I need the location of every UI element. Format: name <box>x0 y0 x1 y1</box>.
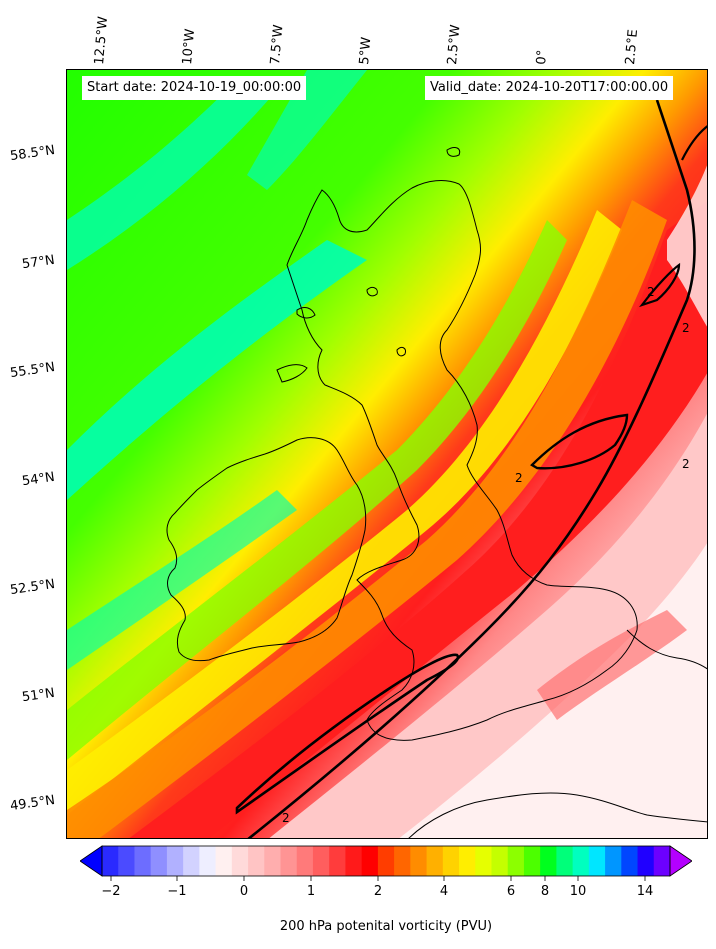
colorbar-label: 200 hPa potenital vorticity (PVU) <box>279 919 493 934</box>
longitude-label: 10°W <box>180 28 199 66</box>
colorbar-cell <box>231 846 249 876</box>
colorbar-frame <box>101 845 671 877</box>
colorbar-cell <box>556 846 574 876</box>
contour-label: 2 <box>282 811 290 825</box>
pv-cyan-band <box>67 490 297 670</box>
pv-field-map: 2 2 2 2 2 <box>67 70 707 838</box>
latitude-label: 51°N <box>21 685 56 706</box>
colorbar-tick-label: −2 <box>101 884 121 899</box>
colorbar-cell <box>475 846 493 876</box>
colorbar-cell <box>410 846 428 876</box>
contour-label: 2 <box>515 471 523 485</box>
pv-2-contour <box>247 99 696 838</box>
colorbar-cell <box>653 846 671 876</box>
pv-2-contour <box>639 262 681 308</box>
latitude-label: 54°N <box>21 469 56 490</box>
latitude-label: 57°N <box>21 252 56 273</box>
colorbar-tick-label: 10 <box>569 884 587 899</box>
colorbar <box>80 845 692 881</box>
colorbar-cell <box>459 846 476 876</box>
coastlines <box>166 147 707 838</box>
colorbar-cell <box>345 846 363 876</box>
colorbar-cell <box>118 846 136 876</box>
longitude-label: 7.5°W <box>268 24 287 66</box>
colorbar-extend-high <box>669 845 692 877</box>
colorbar-tick-label: 6 <box>506 884 516 899</box>
colorbar-cell <box>280 846 298 876</box>
colorbar-cell <box>264 846 282 876</box>
colorbar-cell <box>507 846 525 876</box>
colorbar-cell <box>199 846 217 876</box>
colorbar-cell <box>426 846 444 876</box>
pv-2-contour <box>681 125 707 161</box>
contour-label: 2 <box>682 321 690 335</box>
colorbar-cell <box>621 846 639 876</box>
colorbar-cell <box>329 846 347 876</box>
longitude-label: 12.5°W <box>92 15 112 66</box>
colorbar-cell <box>394 846 411 876</box>
pv-2-contour <box>530 413 629 470</box>
latitude-label: 55.5°N <box>9 359 56 382</box>
colorbar-cell <box>134 846 152 876</box>
pv-cyan-band <box>67 240 367 500</box>
pv-lime-band <box>67 220 567 760</box>
colorbar-cell <box>361 846 379 876</box>
pv-yellow-band <box>67 210 622 815</box>
colorbar-cell <box>150 846 168 876</box>
colorbar-tick-label: 8 <box>540 884 550 899</box>
colorbar-tick-label: 14 <box>636 884 654 899</box>
colorbar-cell <box>442 846 460 876</box>
colorbar-tick-label: 2 <box>373 884 383 899</box>
valid-date-label: Valid_date: 2024-10-20T17:00:00.00 <box>425 76 674 100</box>
latitude-label: 58.5°N <box>9 142 56 165</box>
colorbar-cell <box>588 846 606 876</box>
map-panel: 2 2 2 2 2 <box>66 69 708 839</box>
colorbar-cell <box>605 846 622 876</box>
colorbar-cell <box>296 846 314 876</box>
pv-cyan-band <box>67 80 277 270</box>
colorbar-cell <box>215 846 233 876</box>
longitude-label: 2.5°E <box>623 28 642 66</box>
colorbar-cell <box>377 846 395 876</box>
start-date-label: Start date: 2024-10-19_00:00:00 <box>82 76 307 100</box>
latitude-label: 52.5°N <box>9 576 56 599</box>
pv-red-patch <box>667 165 707 327</box>
pv-low-zone <box>399 543 707 838</box>
colorbar-cell <box>166 846 184 876</box>
contour-label: 2 <box>647 285 655 299</box>
colorbar-cell <box>248 846 265 876</box>
colorbar-cell <box>183 846 200 876</box>
colorbar-tick-label: 1 <box>306 884 316 899</box>
pv-orange-band <box>67 200 667 838</box>
contour-label: 2 <box>682 457 690 471</box>
longitude-label: 0° <box>534 49 551 66</box>
latitude-label: 49.5°N <box>9 792 56 815</box>
longitude-label: 5°W <box>357 36 375 66</box>
colorbar-tick-label: 0 <box>239 884 249 899</box>
pv-red-patch <box>537 610 687 720</box>
colorbar-cell <box>312 846 330 876</box>
pv-2-contour <box>235 653 460 815</box>
colorbar-cell <box>540 846 557 876</box>
colorbar-cell <box>523 846 541 876</box>
colorbar-tick-label: −1 <box>167 884 187 899</box>
longitude-label: 2.5°W <box>445 24 464 66</box>
colorbar-cell <box>572 846 590 876</box>
pv-cyan-band <box>247 70 367 190</box>
colorbar-tick-label: 4 <box>439 884 449 899</box>
colorbar-cell <box>102 846 119 876</box>
colorbar-cell <box>491 846 509 876</box>
pv-red-band <box>129 201 707 838</box>
colorbar-cell <box>637 846 655 876</box>
colorbar-extend-low <box>80 845 103 877</box>
